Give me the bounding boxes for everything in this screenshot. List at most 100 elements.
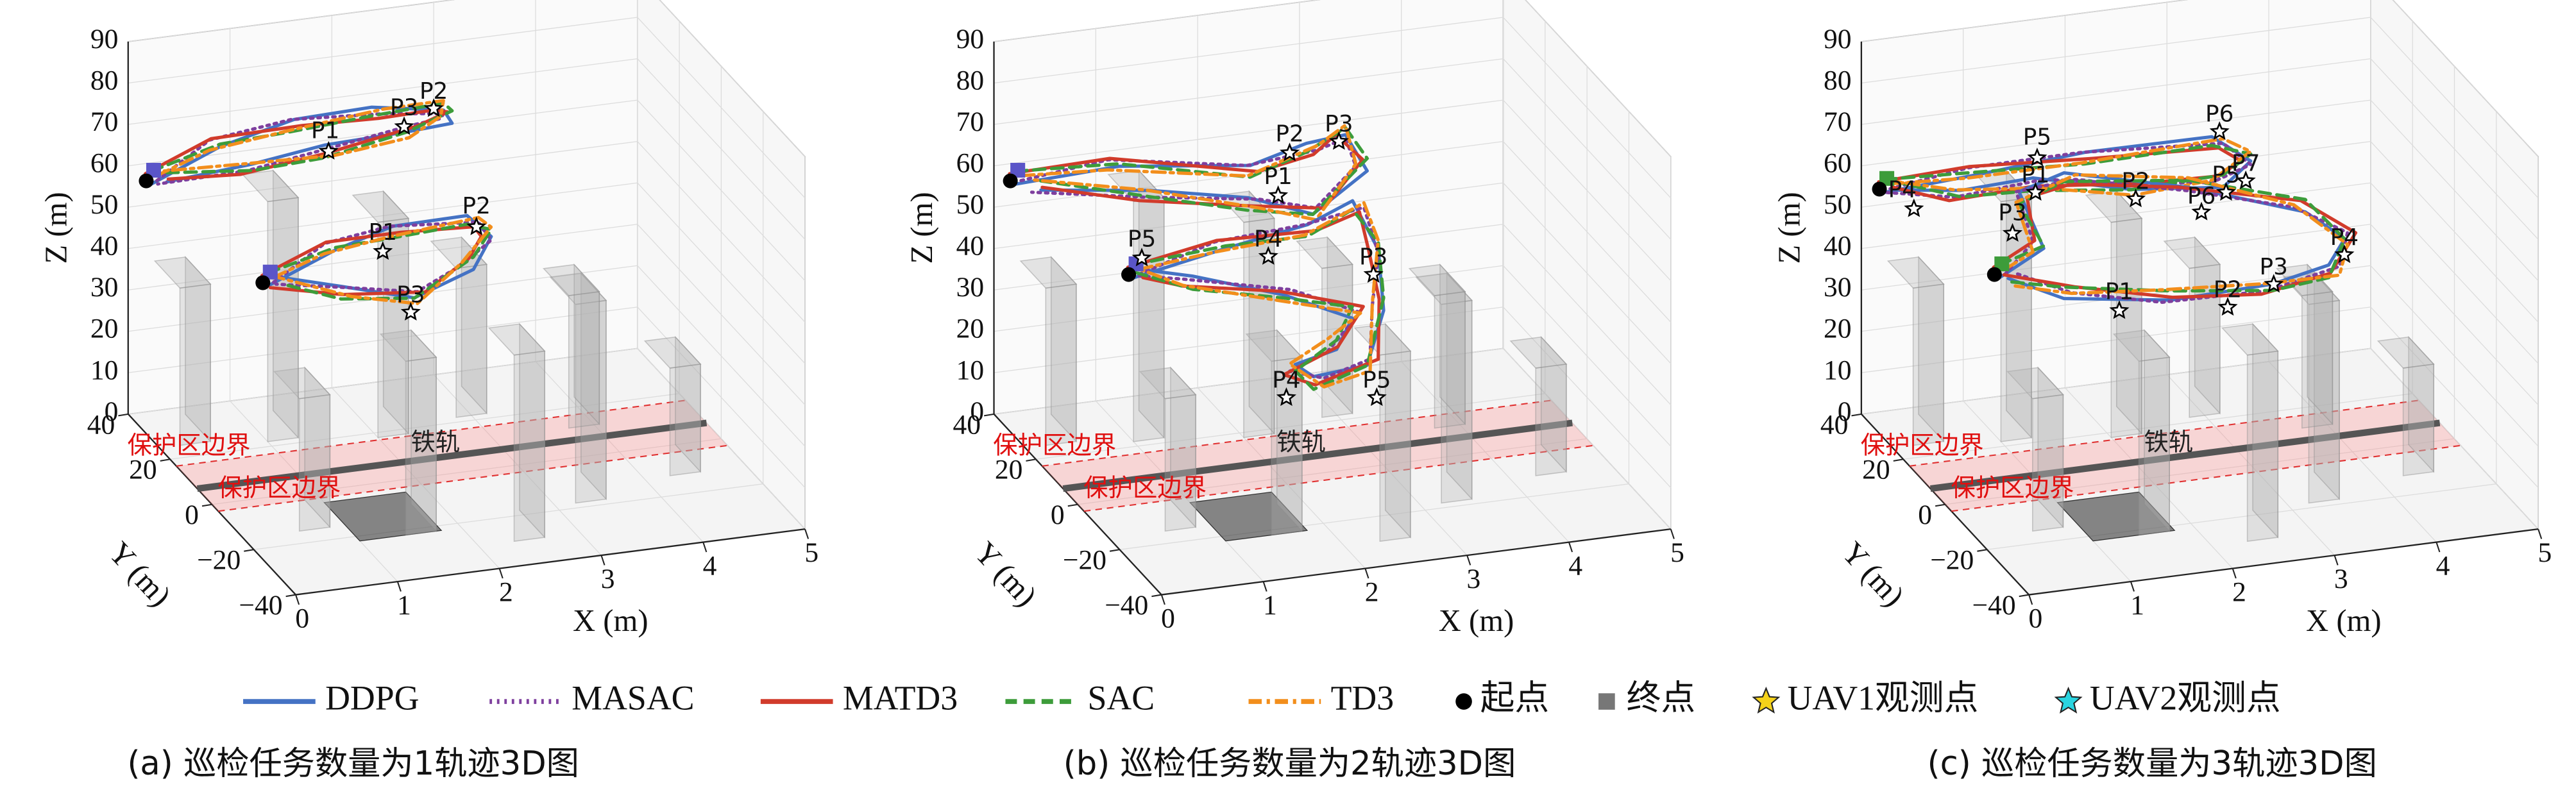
building xyxy=(1912,283,1945,446)
tick-mark xyxy=(2538,528,2543,539)
building xyxy=(1050,255,1077,443)
building xyxy=(179,283,211,446)
legend-label: 终点 xyxy=(1627,678,1696,717)
y-tick-label: −40 xyxy=(1972,590,2016,621)
legend-label: SAC xyxy=(1088,678,1155,717)
x-tick-label: 0 xyxy=(1161,603,1175,634)
tick-mark xyxy=(1109,549,1120,552)
trajectory xyxy=(2003,178,2350,304)
building xyxy=(1408,264,1466,296)
caption: (b) 巡检任务数量为2轨迹3D图 xyxy=(1063,744,1516,783)
building xyxy=(379,330,437,362)
observation-point xyxy=(373,241,393,260)
z-tick-label: 70 xyxy=(956,106,985,137)
z-tick-label: 90 xyxy=(1824,24,1852,55)
y-tick-label: 0 xyxy=(1051,499,1065,530)
y-tick-label: −40 xyxy=(239,590,282,621)
tick-mark xyxy=(1466,555,1471,566)
legend: DDPG MASAC MATD3 SAC TD3 起点 终点 UAV1观测点 UAV2观测点 xyxy=(243,678,2281,717)
point-label: P2 xyxy=(462,193,491,219)
grid-line xyxy=(212,438,722,505)
x-axis-label: X (m) xyxy=(2306,603,2382,638)
point-label: P6 xyxy=(2205,101,2233,128)
grid-line xyxy=(1861,224,2371,290)
grid-line xyxy=(1861,348,2371,415)
grid-line xyxy=(1035,393,1545,460)
point-label: P5 xyxy=(1362,367,1391,394)
tick-mark xyxy=(2130,581,2135,592)
building xyxy=(575,299,607,504)
x-tick-label: 5 xyxy=(2538,537,2552,568)
z-tick-label: 30 xyxy=(956,272,985,303)
x-tick-label: 2 xyxy=(499,577,513,608)
point-label: P3 xyxy=(1325,111,1353,137)
point-label: P4 xyxy=(1272,367,1300,394)
grid-line xyxy=(994,348,1504,415)
building xyxy=(1170,366,1196,529)
y-axis-label: Y (m) xyxy=(1835,535,1911,613)
station xyxy=(2056,491,2176,542)
legend-marker xyxy=(1752,686,1781,714)
building xyxy=(1509,336,1568,369)
z-tick-label: 40 xyxy=(1824,231,1852,262)
legend-marker xyxy=(2054,686,2083,714)
grid-line xyxy=(1078,438,1588,505)
panel: 0 10 20 30 40 50 60 70 80 90 0 1 2 3 4 5 40 20 0 −20 −40 Z (m… xyxy=(904,0,1684,783)
tick-mark xyxy=(295,594,300,605)
protection-boundary xyxy=(1083,444,1594,512)
end-marker xyxy=(146,162,161,178)
point-label: P2 xyxy=(1275,121,1303,147)
building xyxy=(2006,367,2065,399)
trajectory xyxy=(1013,126,1369,216)
building xyxy=(2189,264,2221,418)
end-marker xyxy=(1010,162,1026,178)
start-marker xyxy=(139,173,154,189)
point-label: P2 xyxy=(419,78,448,105)
tick-mark xyxy=(396,581,402,592)
point-label: P3 xyxy=(396,281,425,308)
observation-point xyxy=(1328,131,1349,150)
building xyxy=(1139,367,1197,399)
trajectory xyxy=(1992,182,2358,299)
building xyxy=(461,236,487,415)
building xyxy=(1434,291,1466,429)
x-axis xyxy=(2028,528,2539,596)
tick-mark xyxy=(1026,458,1037,462)
point-label: P7 xyxy=(2232,151,2260,177)
legend-label: TD3 xyxy=(1331,678,1394,717)
point-label: P5 xyxy=(2023,124,2051,151)
observation-point xyxy=(2126,189,2146,208)
building xyxy=(643,336,702,369)
x-tick-label: 4 xyxy=(2436,551,2450,582)
building xyxy=(2138,357,2170,536)
tick-mark xyxy=(1067,503,1078,507)
building xyxy=(519,323,545,539)
observation-point xyxy=(2334,244,2355,264)
building xyxy=(1384,323,1411,539)
building xyxy=(153,256,212,289)
x-tick-label: 3 xyxy=(1467,564,1481,594)
z-tick-label: 30 xyxy=(90,272,119,303)
tick-mark xyxy=(702,542,708,553)
building xyxy=(1415,273,1473,305)
point-label: P2 xyxy=(2214,277,2242,303)
grid-line xyxy=(994,17,1504,84)
grid-line xyxy=(1525,0,1672,157)
trajectory xyxy=(1126,210,1381,387)
tick-mark xyxy=(1670,528,1675,539)
boundary-label: 保护区边界 xyxy=(217,474,341,503)
panel: 0 10 20 30 40 50 60 70 80 90 0 1 2 3 4 5 40 20 0 −20 −40 Z (m… xyxy=(1772,0,2552,783)
building xyxy=(2246,350,2279,542)
building xyxy=(411,329,437,533)
grid-line xyxy=(1861,99,2371,167)
rail-label: 铁轨 xyxy=(411,428,460,457)
start-marker xyxy=(1121,267,1137,282)
grid-line xyxy=(128,141,638,208)
tick-mark xyxy=(804,528,809,539)
tick-mark xyxy=(2232,568,2237,579)
trajectory xyxy=(1130,201,1380,389)
end-marker xyxy=(1879,171,1895,186)
observation-point xyxy=(1258,246,1278,265)
building xyxy=(1138,169,1165,439)
observation-point xyxy=(2209,121,2230,140)
